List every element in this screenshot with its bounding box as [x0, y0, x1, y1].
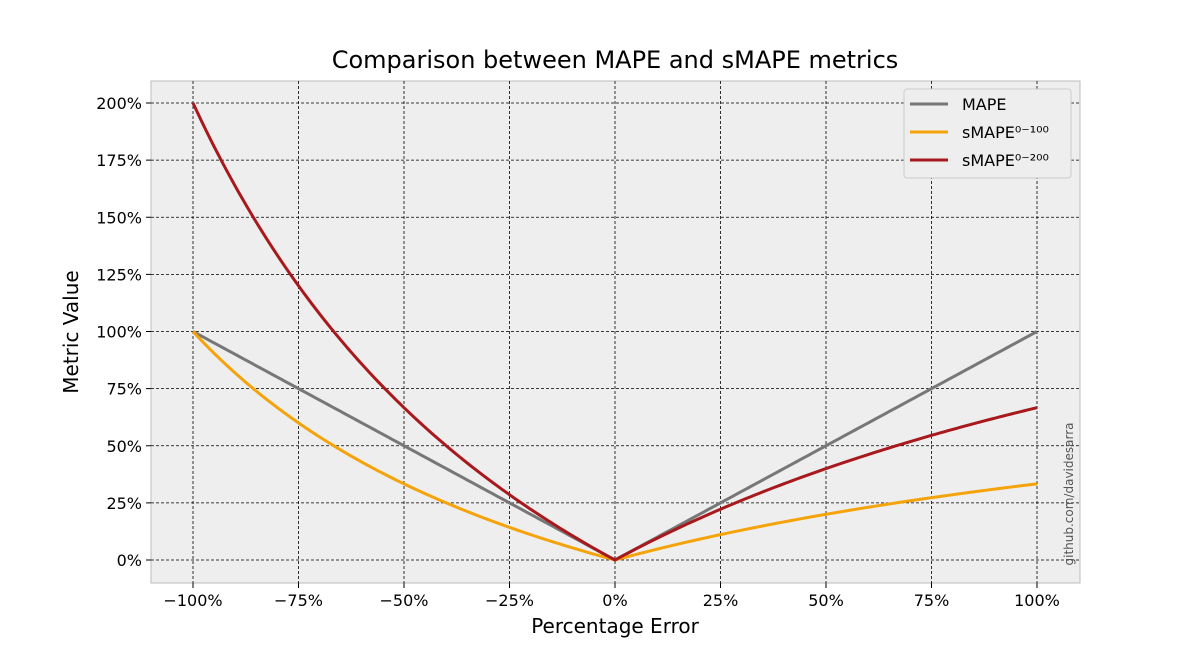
x-tick-label: −75% — [274, 591, 323, 610]
y-tick-label: 0% — [117, 551, 142, 570]
x-tick-label: 75% — [914, 591, 950, 610]
x-axis-ticks: −100% −75% −50% −25% 0% 25% 50% 75% 100% — [163, 583, 1060, 610]
legend-label-0: MAPE — [962, 95, 1007, 114]
y-tick-label: 100% — [96, 323, 142, 342]
x-tick-label: 25% — [703, 591, 739, 610]
legend: MAPE sMAPE⁰⁻¹⁰⁰ sMAPE⁰⁻²⁰⁰ — [903, 88, 1072, 179]
x-tick-label: −50% — [380, 591, 429, 610]
y-axis-ticks: 0% 25% 50% 75% 100% 125% 150% 175% 200% — [96, 94, 151, 570]
y-axis-label: Metric Value — [59, 270, 83, 393]
y-tick-label: 150% — [96, 208, 142, 227]
y-tick-label: 200% — [96, 94, 142, 113]
legend-label-1: sMAPE⁰⁻¹⁰⁰ — [962, 123, 1049, 142]
series-lines — [191, 102, 1038, 562]
chart-title: Comparison between MAPE and sMAPE metric… — [332, 46, 899, 74]
y-tick-label: 75% — [106, 380, 142, 399]
series-line-2 — [191, 102, 1038, 562]
y-tick-label: 50% — [106, 437, 142, 456]
legend-box — [903, 88, 1072, 179]
y-tick-label: 125% — [96, 265, 142, 284]
x-tick-label: 0% — [602, 591, 627, 610]
x-tick-label: 100% — [1014, 591, 1060, 610]
x-tick-label: −100% — [163, 591, 222, 610]
x-axis-label: Percentage Error — [531, 614, 699, 638]
legend-label-2: sMAPE⁰⁻²⁰⁰ — [962, 151, 1049, 170]
x-tick-label: −25% — [485, 591, 534, 610]
watermark: github.com/davidesarra — [1062, 423, 1076, 566]
y-tick-label: 175% — [96, 151, 142, 170]
y-tick-label: 25% — [106, 494, 142, 513]
x-tick-label: 50% — [808, 591, 844, 610]
